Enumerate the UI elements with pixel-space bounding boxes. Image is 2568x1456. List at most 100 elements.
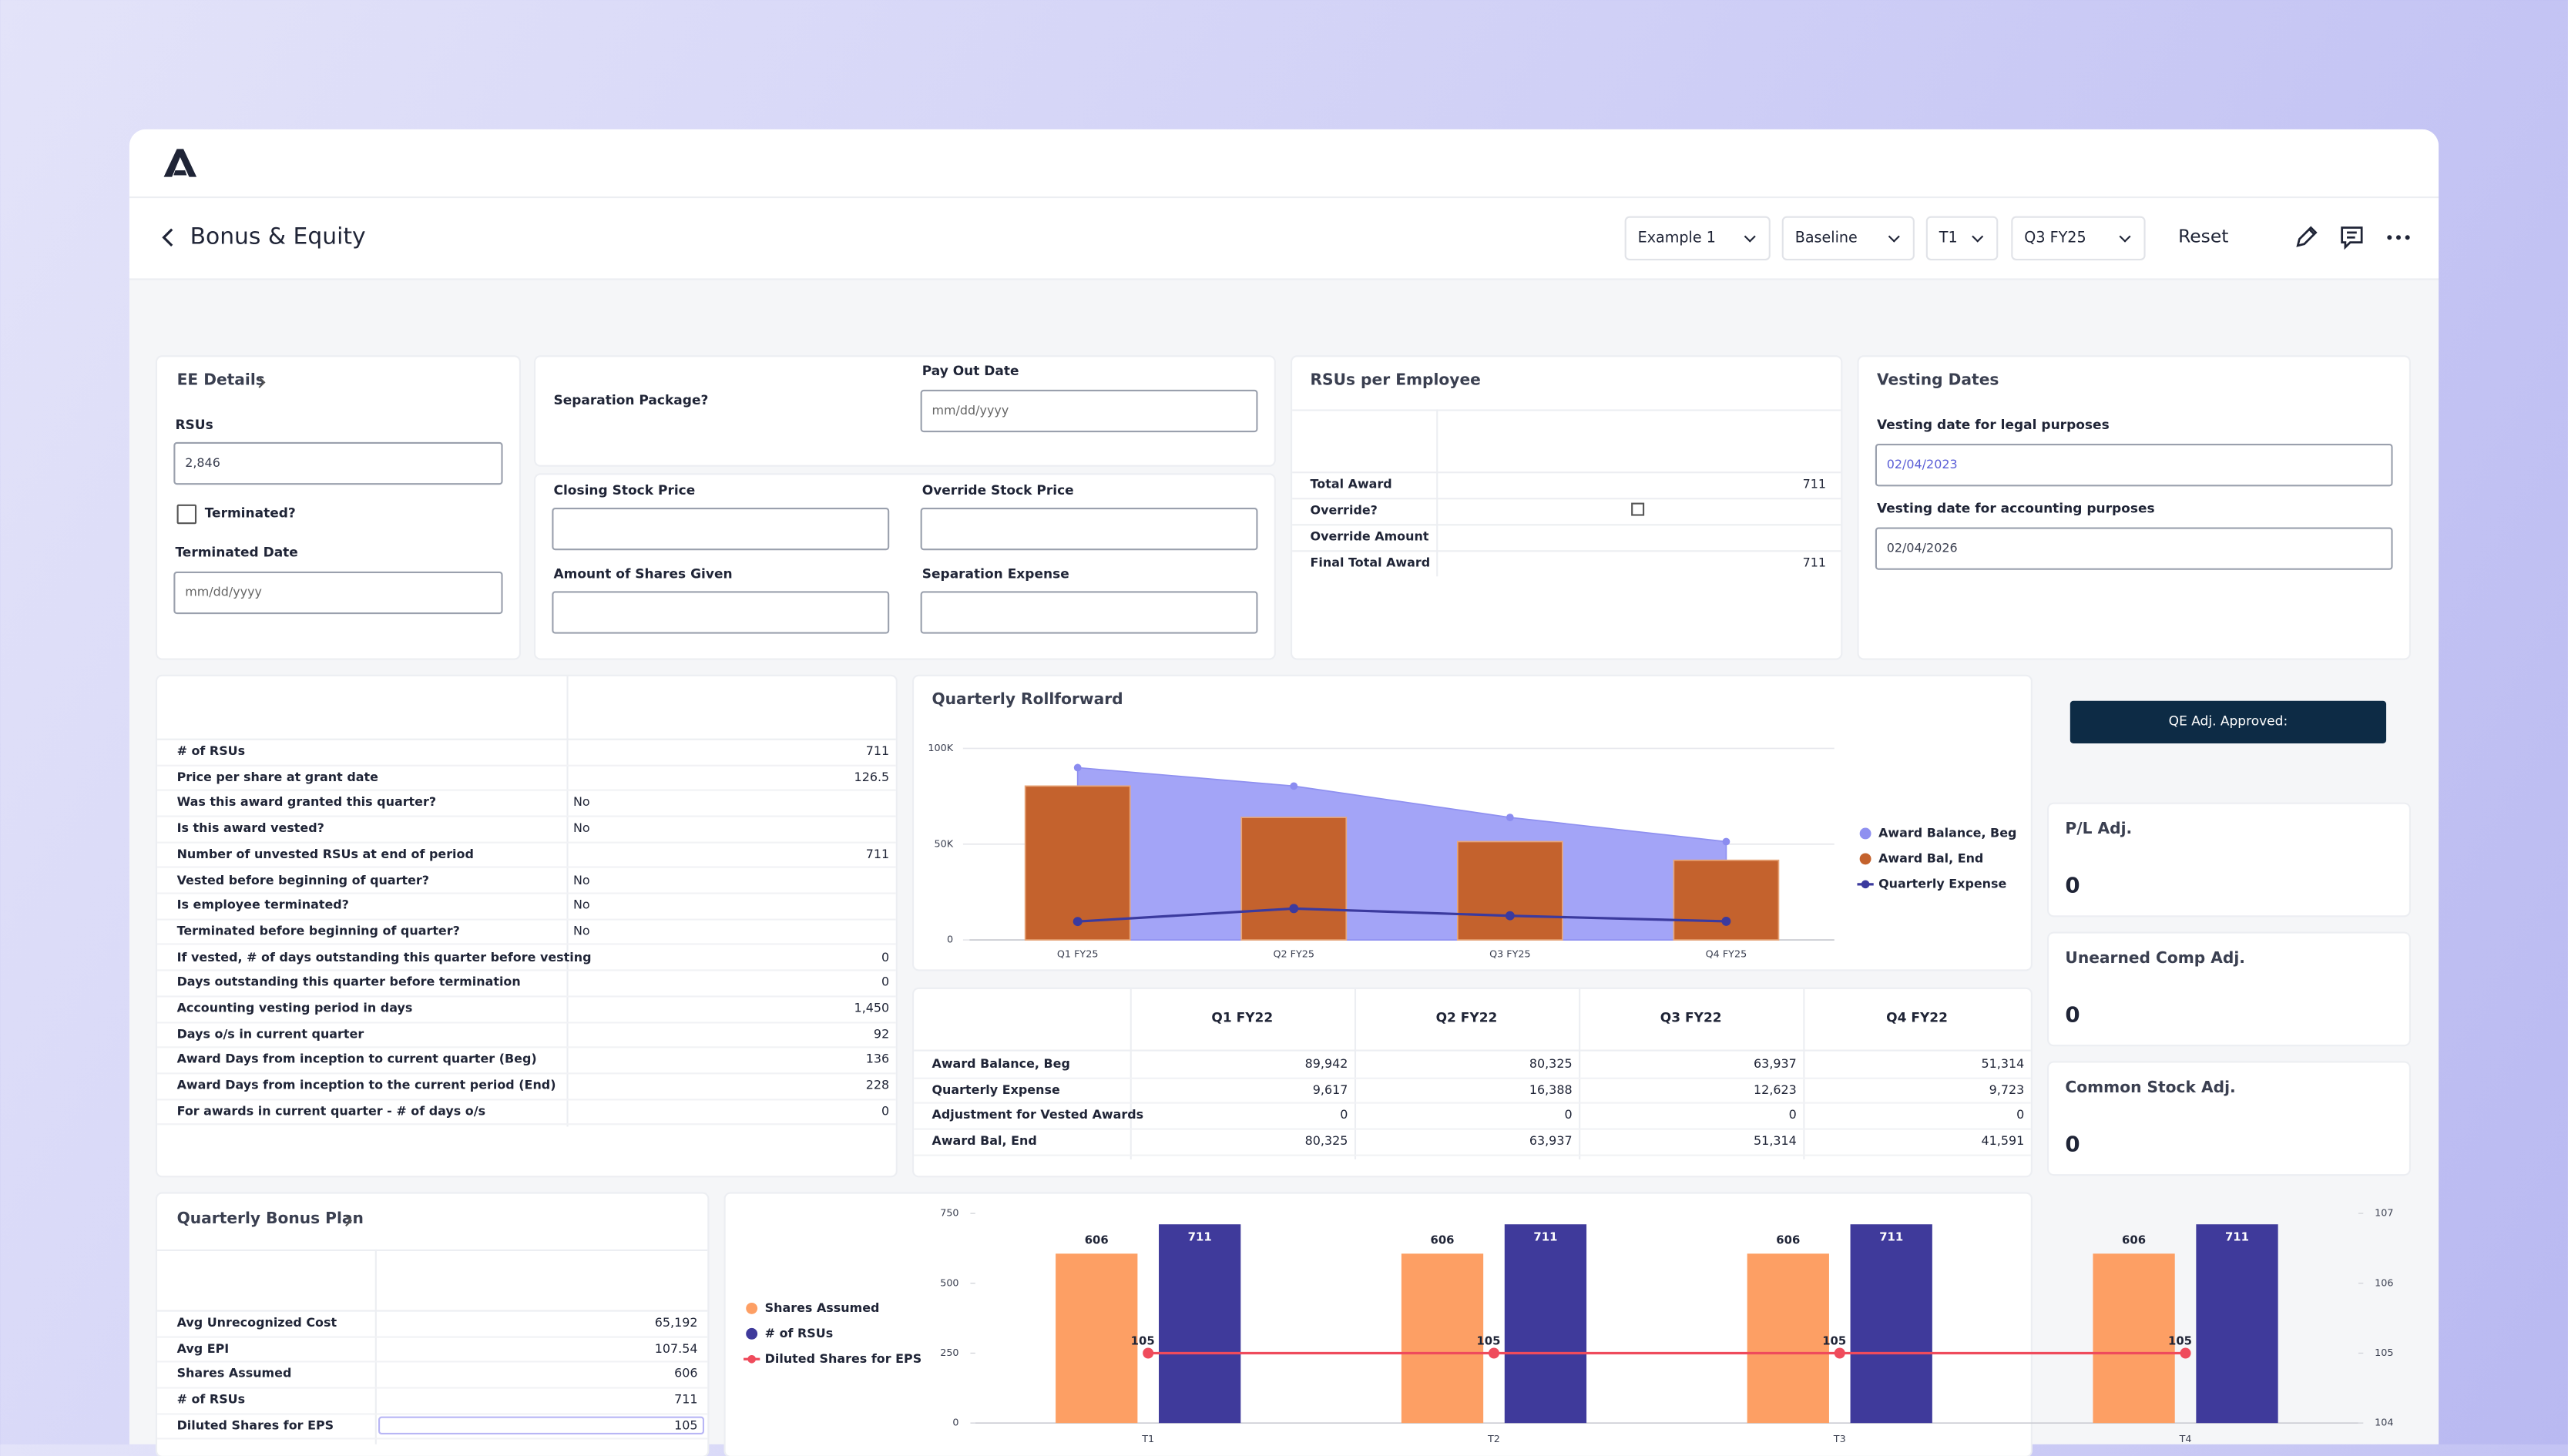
adjustment-card [2049,933,2409,1045]
row-value: 89,942 [1304,1056,1348,1072]
stock-input[interactable] [552,591,890,634]
bar [1456,840,1563,941]
column-header: Q1 FY22 [1211,1010,1274,1025]
row-divider [1292,524,1841,526]
terminated-checkbox[interactable] [176,504,197,525]
data-label: 606 [1776,1233,1800,1246]
highlight-input[interactable] [378,1417,705,1435]
row-value: 0 [1564,1107,1573,1122]
divider [157,1249,708,1251]
field-label: Override Stock Price [921,483,1074,498]
x-tick-label: Q1 FY25 [1057,949,1099,961]
row-label: Quarterly Expense [932,1082,1060,1097]
row-value: 126.5 [854,769,890,784]
y-tick-label: 100K [928,743,953,754]
filter-dropdown[interactable] [1624,216,1771,260]
row-label: Override? [1310,502,1378,518]
row-label: Is employee terminated? [176,897,349,913]
row-value: 711 [865,846,890,861]
rsus-input[interactable] [173,441,503,485]
row-label: Accounting vesting period in days [176,1000,413,1015]
line [1077,907,1727,923]
more-icon[interactable] [2386,233,2412,243]
row-value: 41,591 [1981,1133,2025,1149]
row-value: 228 [865,1077,890,1093]
row-label: If vested, # of days outstanding this qu… [176,949,592,965]
row-value: 16,388 [1529,1082,1573,1097]
legend-marker [746,1327,758,1340]
panel-title: Quarterly Bonus Plan [176,1209,364,1229]
row-label: Days o/s in current quarter [176,1026,364,1042]
legend-label: Award Bal, End [1878,850,1983,865]
bar [2196,1224,2278,1424]
filter-label: Q3 FY25 [2024,230,2086,247]
row-value: 0 [881,949,890,965]
filter-label: Example 1 [1637,230,1716,247]
y2-tick-label: 107 [2375,1208,2393,1219]
checkbox-label: Terminated? [204,505,296,521]
row-value: 80,325 [1304,1133,1348,1149]
x-tick-label: T1 [1141,1434,1154,1444]
row-label: Total Award [1310,476,1392,491]
x-tick-label: Q4 FY25 [1706,949,1747,961]
rollforward-table-panel [914,988,2031,1176]
filter-dropdown[interactable] [2011,216,2146,260]
row-label: Override Amount [1310,528,1429,544]
logo[interactable] [162,147,198,178]
row-label: Diluted Shares for EPS [176,1417,334,1433]
terminated-date-input[interactable] [173,571,503,615]
row-value: 711 [1802,555,1827,570]
edit-icon[interactable] [2293,224,2319,250]
pay-out-date-input[interactable] [920,389,1258,433]
row-value: 711 [865,743,890,759]
stock-input[interactable] [920,591,1258,634]
column-header: Q3 FY22 [1660,1010,1722,1025]
row-value: 65,192 [654,1314,698,1330]
line-point [1505,911,1515,921]
row-value: 51,314 [1754,1133,1797,1149]
comment-icon[interactable] [2338,224,2365,250]
filter-dropdown[interactable] [1781,216,1915,260]
stock-input[interactable] [920,507,1258,551]
row-divider [157,1072,896,1075]
vesting-date-input-text: 02/04/2023 [1886,457,1958,472]
column-divider [1803,988,1805,1159]
vesting-date-input[interactable] [1875,444,2393,487]
page-title: Bonus & Equity [190,224,366,251]
row-value: 9,723 [1989,1082,2025,1097]
y-tick-label: 250 [940,1347,958,1359]
panel-title: EE Details [176,371,265,390]
card-title: P/L Adj. [2065,820,2133,839]
y-tick-label: 500 [940,1277,958,1289]
y2-tick-label: 104 [2375,1417,2393,1429]
stock-input[interactable] [552,507,890,551]
row-value: 9,617 [1312,1082,1348,1097]
approval-button[interactable]: QE Adj. Approved: [2070,700,2387,744]
field-label: Separation Package? [553,393,709,408]
row-label: Shares Assumed [176,1366,292,1381]
row-divider [157,815,896,817]
back-icon[interactable] [160,227,176,247]
field-label: Pay Out Date [921,363,1019,379]
x-tick-label: T2 [1487,1434,1500,1444]
panel-title: RSUs per Employee [1310,371,1481,390]
filter-dropdown[interactable] [1925,216,1999,260]
row-divider [157,1360,708,1363]
data-label: 105 [2168,1334,2192,1348]
row-label: Adjustment for Vested Awards [932,1107,1144,1122]
field-label: Vesting date for legal purposes [1876,418,2110,433]
y2-tick-label: 105 [2375,1347,2393,1359]
row-divider [1292,550,1841,552]
row-value: 51,314 [1981,1056,2025,1072]
row-value: 0 [881,975,890,990]
area-point [1722,837,1730,846]
bar [1401,1253,1484,1424]
row-divider [157,1021,896,1023]
row-divider [914,1153,2031,1156]
adjustment-card [2049,803,2409,916]
pay-out-date-input-text: mm/dd/yyyy [932,402,1009,418]
override-checkbox[interactable] [1631,502,1645,516]
reset-button[interactable]: Reset [2178,226,2229,247]
vesting-date-input[interactable] [1875,527,2393,570]
row-value: 12,623 [1754,1082,1797,1097]
